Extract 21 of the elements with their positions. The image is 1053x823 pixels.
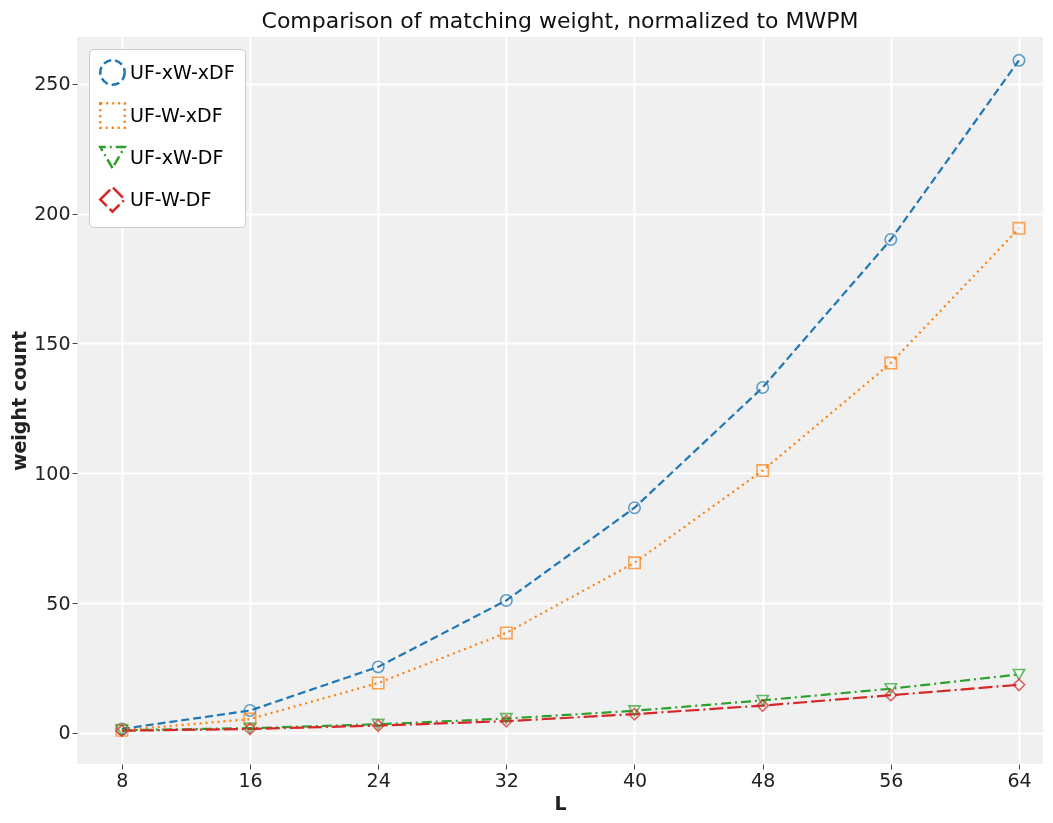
- legend-label: UF-xW-DF: [130, 145, 224, 168]
- x-tick-label: 56: [879, 768, 904, 791]
- legend-label: UF-W-xDF: [130, 103, 223, 126]
- y-tick-label: 50: [46, 591, 71, 614]
- chart-title: Comparison of matching weight, normalized to MWPM: [261, 8, 859, 33]
- y-tick-label: 150: [34, 331, 71, 354]
- x-axis-title: L: [554, 791, 567, 814]
- x-tick-label: 16: [238, 768, 263, 791]
- x-tick-label: 8: [116, 768, 129, 791]
- y-tick-label: 100: [34, 461, 71, 484]
- x-tick-label: 64: [1007, 768, 1032, 791]
- y-tick-label: 0: [58, 721, 71, 744]
- x-tick-label: 40: [622, 768, 648, 791]
- y-tick-label: 250: [34, 72, 71, 95]
- y-axis-title: weight count: [8, 330, 31, 472]
- legend-label: UF-xW-xDF: [130, 60, 235, 83]
- x-tick-label: 32: [494, 768, 519, 791]
- legend-label: UF-W-DF: [130, 187, 212, 210]
- y-tick-label: 200: [34, 202, 71, 225]
- x-tick-label: 24: [366, 768, 391, 791]
- x-tick-label: 48: [751, 768, 776, 791]
